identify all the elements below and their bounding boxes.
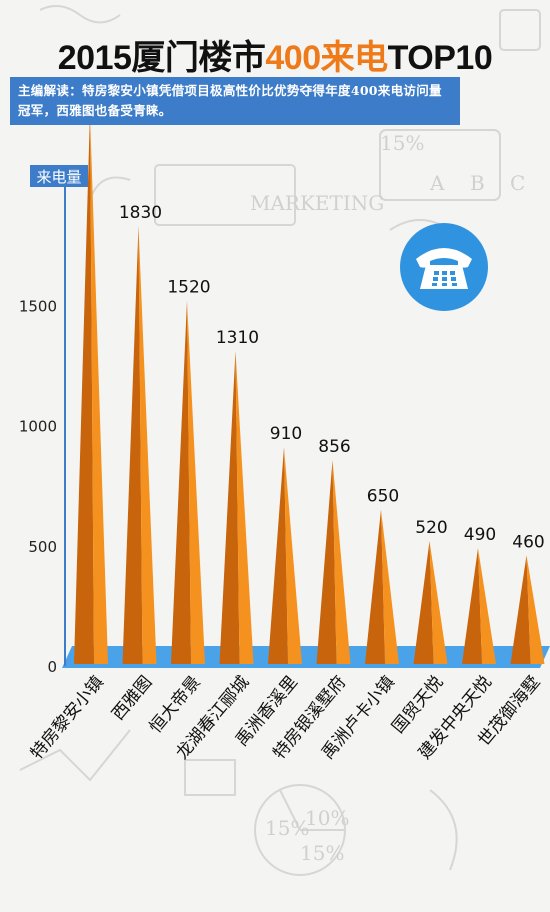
svg-text:15%: 15% (265, 816, 309, 840)
data-label: 520 (415, 518, 447, 538)
svg-text:15%: 15% (300, 841, 344, 865)
x-tick-label: 西雅图 (108, 672, 156, 724)
y-tick-label: 1000 (19, 418, 57, 436)
bar-shadow-face (365, 509, 385, 664)
data-label: 910 (270, 424, 302, 444)
title-highlight: 400来电 (265, 39, 388, 77)
bar (235, 350, 254, 664)
title-suffix: TOP10 (387, 39, 493, 77)
y-tick-label: 0 (47, 658, 57, 676)
bar (90, 112, 108, 665)
data-label: 650 (367, 487, 399, 507)
bar-shadow-face (74, 112, 94, 665)
page-title: 2015厦门楼市400来电TOP10 (0, 30, 550, 79)
bar-shadow-face (122, 225, 143, 664)
svg-text:15%: 15% (380, 131, 424, 155)
bar (381, 509, 399, 664)
bar-shadow-face (219, 350, 240, 664)
editor-note-label: 主编解读： (18, 83, 83, 98)
y-axis-label-box (30, 165, 88, 187)
data-label: 1830 (119, 203, 162, 223)
svg-text:C: C (510, 171, 525, 195)
x-tick-label: 特房黎安小镇 (27, 672, 108, 763)
bar (478, 548, 496, 664)
svg-text:MARKETING: MARKETING (250, 191, 384, 215)
title-prefix: 2015厦门楼市 (57, 39, 266, 77)
bar (187, 300, 205, 664)
bar (332, 460, 351, 664)
data-label: 856 (318, 437, 350, 457)
data-label: 490 (464, 525, 496, 545)
svg-text:B: B (470, 171, 485, 195)
bar (526, 555, 545, 664)
y-tick-label: 500 (28, 538, 57, 556)
editor-note-text: 特房黎安小镇凭借项目极高性价比优势夺得年度400来电访问量冠军，西雅图也备受青睐… (18, 83, 442, 118)
bar (284, 447, 302, 664)
bar-shadow-face (316, 460, 337, 664)
editor-note: 主编解读：特房黎安小镇凭借项目极高性价比优势夺得年度400来电访问量冠军，西雅图… (10, 77, 460, 125)
bar-shadow-face (413, 540, 434, 664)
phone-icon (400, 223, 488, 311)
y-axis-label: 来电量 (36, 168, 81, 186)
data-label: 1310 (216, 328, 259, 348)
svg-text:10%: 10% (305, 806, 349, 830)
bar-shadow-face (510, 555, 531, 664)
data-label: 1520 (167, 277, 210, 297)
bar-shadow-face (462, 548, 482, 664)
data-label: 460 (512, 532, 544, 552)
y-tick-label: 1500 (19, 297, 57, 315)
bar-shadow-face (171, 300, 191, 664)
bar (138, 225, 157, 664)
bar-shadow-face (268, 447, 288, 664)
bar (429, 540, 448, 664)
svg-text:A: A (429, 171, 445, 195)
